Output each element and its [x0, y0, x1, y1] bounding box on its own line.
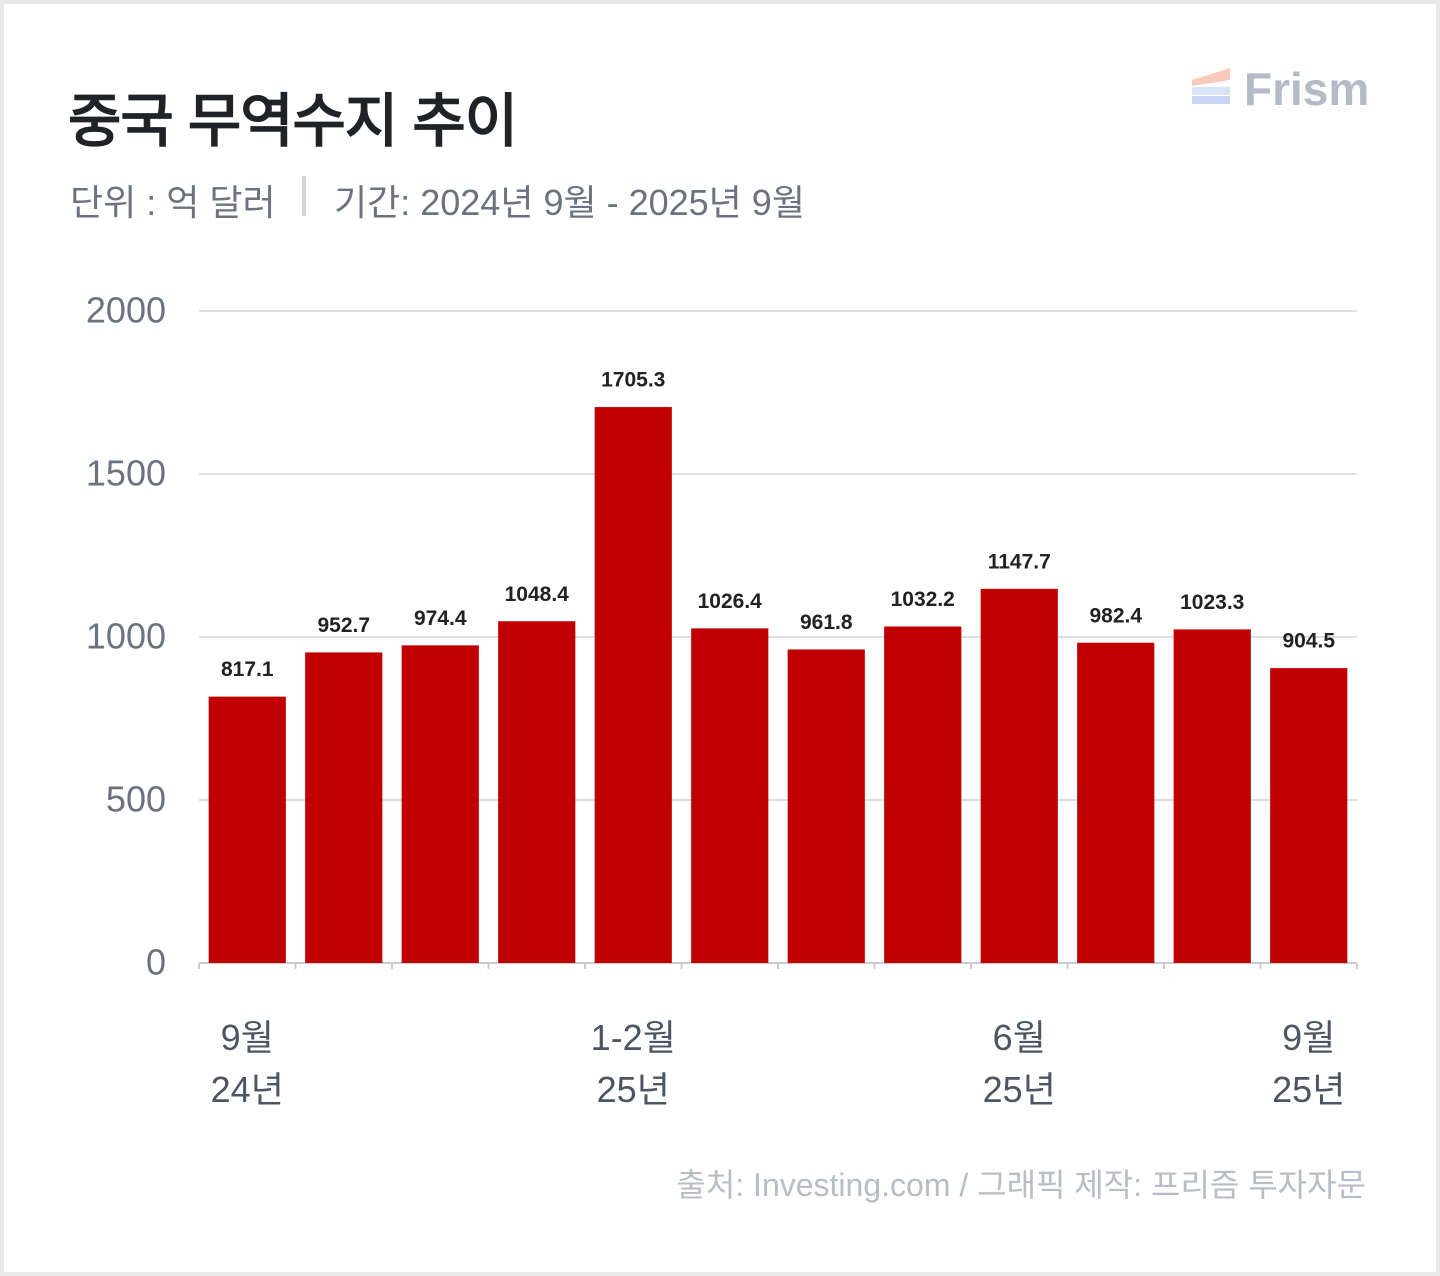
y-tick-label: 500 — [106, 779, 166, 820]
bar — [787, 649, 865, 963]
bar — [691, 628, 769, 963]
y-tick-label: 1000 — [86, 616, 166, 657]
bar — [594, 407, 672, 963]
logo: Frism — [1244, 63, 1370, 115]
x-tick-label: 1-2월 25년 — [590, 1017, 676, 1110]
bar — [401, 645, 479, 963]
y-tick-label: 0 — [146, 942, 166, 983]
value-label: 961.8 — [800, 611, 853, 634]
value-label: 952.7 — [317, 614, 370, 637]
value-label: 1026.4 — [698, 590, 763, 613]
chart: 0 500 1000 1500 2000 817.1 952.7 974.4 1048.4 170… — [86, 290, 1358, 983]
period: 기간: 2024년 9월 - 2025년 9월 — [334, 182, 805, 223]
bar — [884, 626, 962, 963]
bar — [1173, 629, 1251, 963]
value-label: 1032.2 — [891, 588, 955, 611]
y-tick-label: 1500 — [86, 453, 166, 494]
chart-title: 중국 무역수지 추이 — [68, 89, 518, 154]
y-tick-label: 2000 — [86, 290, 166, 331]
bar — [1270, 668, 1348, 963]
value-label: 982.4 — [1089, 604, 1142, 627]
x-tick-label: 9월 24년 — [210, 1017, 284, 1110]
value-label: 1048.4 — [505, 583, 570, 606]
x-tick-label: 9월 25년 — [1272, 1017, 1346, 1110]
bar — [1077, 642, 1155, 963]
bar — [208, 696, 286, 963]
bar — [980, 588, 1058, 963]
logo-icon — [1192, 68, 1230, 104]
card: 중국 무역수지 추이 단위 : 억 달러 기간: 2024년 9월 - 2025… — [4, 4, 1436, 1272]
value-label: 974.4 — [414, 607, 467, 630]
value-label: 1023.3 — [1180, 591, 1244, 614]
bar — [305, 652, 383, 963]
value-label: 1705.3 — [601, 369, 665, 392]
x-tick-label: 6월 25년 — [982, 1017, 1056, 1110]
value-label: 817.1 — [221, 658, 274, 681]
bar — [498, 621, 576, 963]
separator — [302, 176, 306, 216]
value-label: 1147.7 — [988, 550, 1051, 573]
unit: 단위 : 억 달러 — [70, 182, 276, 223]
source: 출처: Investing.com / 그래픽 제작: 프리즘 투자자문 — [676, 1167, 1366, 1203]
value-label: 904.5 — [1282, 630, 1335, 653]
